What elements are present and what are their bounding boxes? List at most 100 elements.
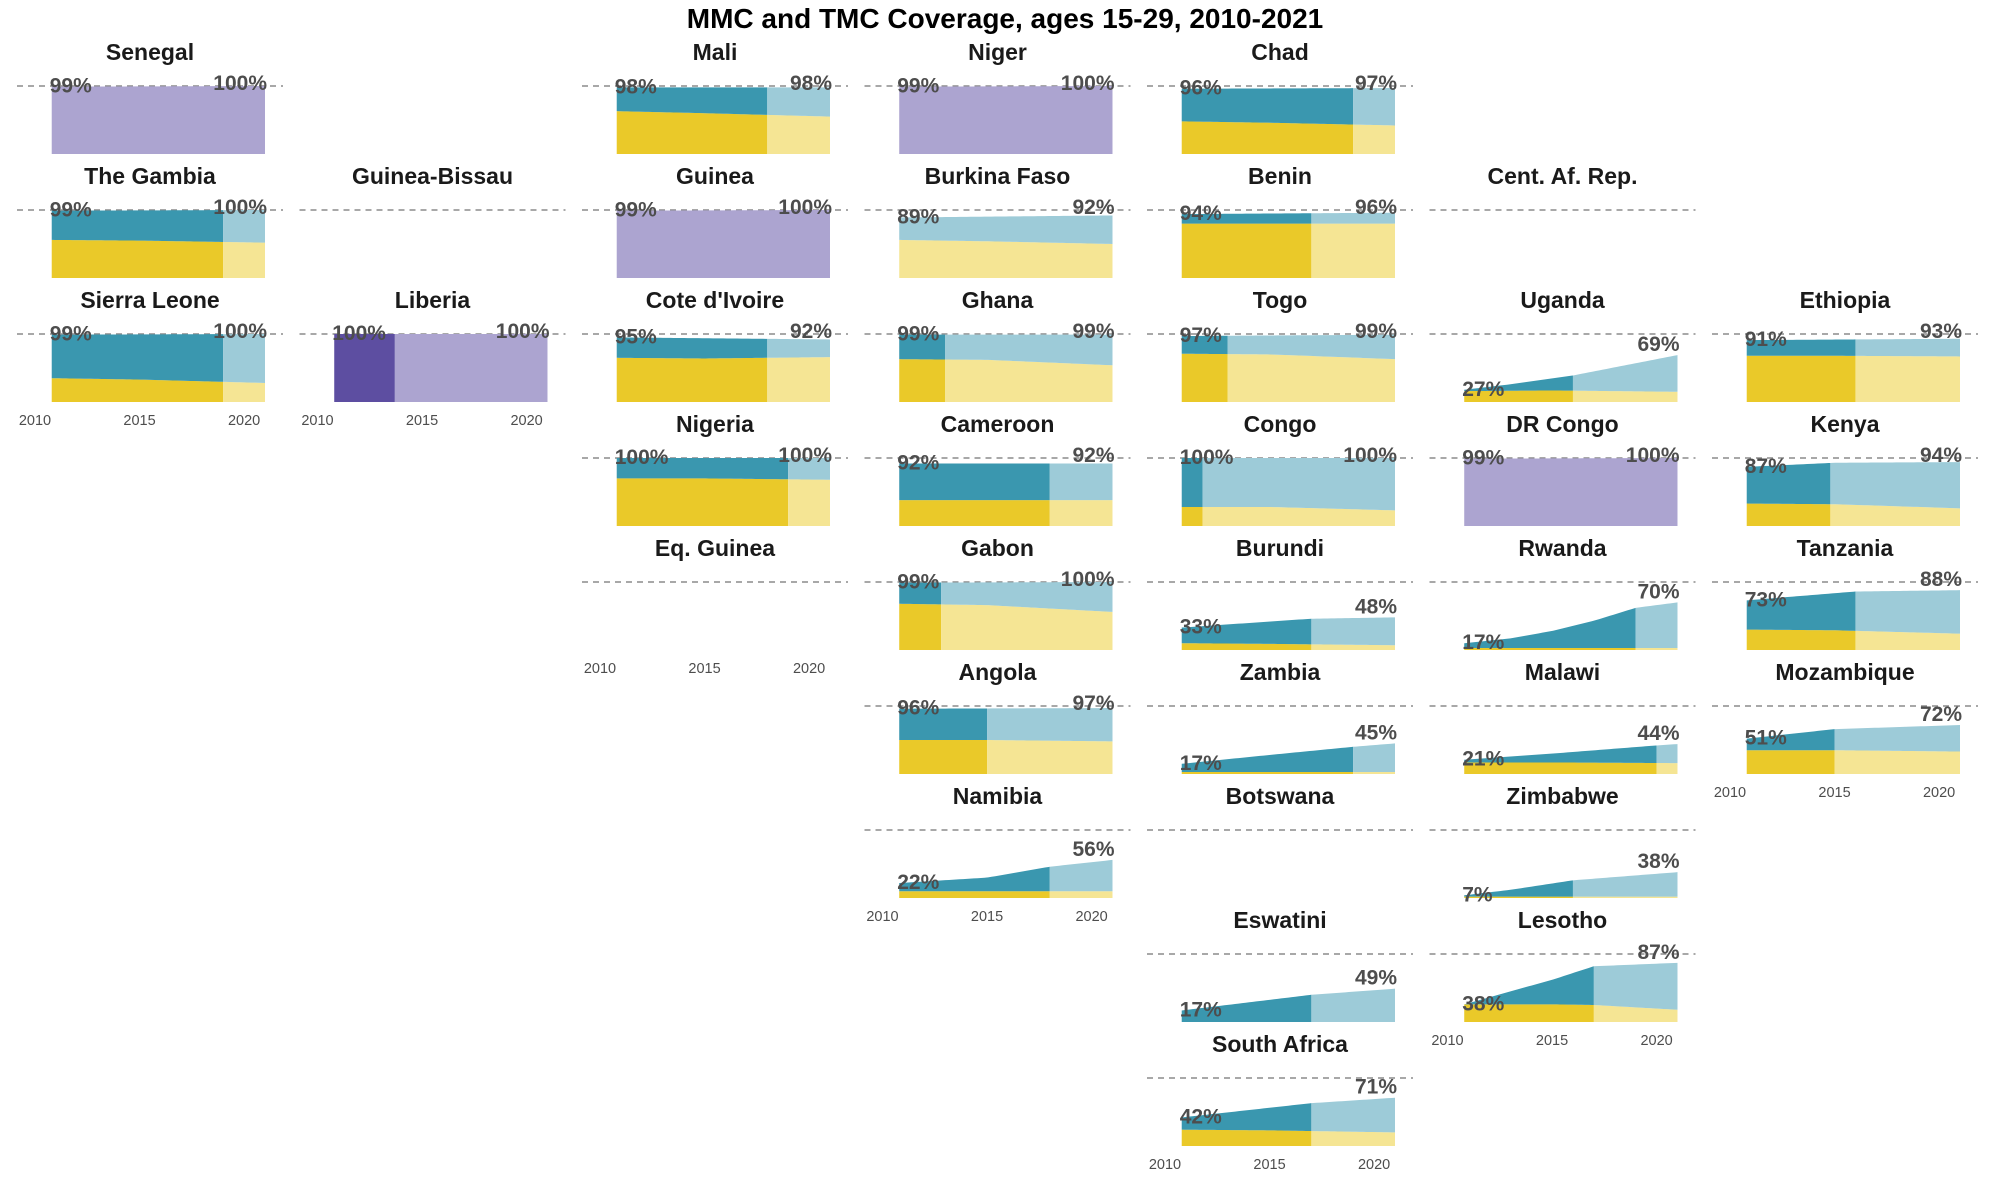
area-tmc-observed xyxy=(1464,896,1573,898)
start-value-label: 100% xyxy=(1180,446,1234,469)
panel-niger: Niger 99% 100% xyxy=(864,39,1131,154)
panel-burundi: Burundi 33% 48% xyxy=(1147,535,1413,650)
panel-title: Guinea xyxy=(676,163,754,189)
end-value-label: 71% xyxy=(1355,1076,1397,1099)
area-mmc-observed xyxy=(1181,746,1354,772)
area-mmc-projected xyxy=(1572,872,1678,897)
start-value-label: 95% xyxy=(615,325,657,348)
panel-malawi: Malawi 21% 44% xyxy=(1429,659,1696,774)
panel-south-africa: South Africa 42% 71% xyxy=(1147,1031,1413,1146)
x-tick-label: 2015 xyxy=(688,661,720,677)
area-tmc-projected xyxy=(223,241,265,278)
area-tmc-observed xyxy=(1181,223,1312,278)
start-value-label: 51% xyxy=(1745,727,1787,750)
panel-gabon: Gabon 99% 100% xyxy=(864,535,1131,650)
area-tmc-projected xyxy=(1656,763,1678,774)
panel-congo: Congo 100% 100% xyxy=(1147,411,1413,526)
panel-title: The Gambia xyxy=(84,163,216,189)
end-value-label: 87% xyxy=(1637,941,1679,964)
area-mmc-observed xyxy=(1746,462,1831,505)
end-value-label: 48% xyxy=(1355,595,1397,618)
area-total-projected xyxy=(394,334,548,402)
panel-tanzania: Tanzania 73% 88% xyxy=(1712,535,1978,650)
panel-title: Malawi xyxy=(1525,659,1600,685)
area-mmc-projected xyxy=(1353,743,1395,772)
area-mmc-observed xyxy=(1746,339,1856,356)
panel-uganda: Uganda 27% 69% xyxy=(1429,287,1696,402)
area-tmc-projected xyxy=(1572,390,1678,402)
area-mmc-projected xyxy=(1656,744,1678,764)
panel-title: Togo xyxy=(1253,287,1308,313)
area-tmc-observed xyxy=(1181,771,1354,774)
area-mmc-observed xyxy=(1746,591,1856,631)
panel-nigeria: Nigeria 100% 100% xyxy=(582,411,848,526)
area-mmc-observed xyxy=(1464,880,1573,897)
panel-rwanda: Rwanda 17% 70% xyxy=(1429,535,1696,654)
area-mmc-observed xyxy=(899,463,1050,501)
area-tmc-projected xyxy=(1311,644,1395,650)
area-mmc-projected xyxy=(1311,212,1395,224)
panel-title: Sierra Leone xyxy=(80,287,219,313)
panel-title: Ethiopia xyxy=(1800,287,1891,313)
x-tick-label: 2020 xyxy=(1358,1157,1390,1173)
x-axis: 2010 2015 2020 xyxy=(19,413,260,429)
area-mmc-projected xyxy=(1830,462,1960,509)
x-tick-label: 2015 xyxy=(1818,785,1850,801)
start-value-label: 27% xyxy=(1462,378,1504,401)
x-axis: 2010 2015 2020 xyxy=(866,909,1107,925)
panel-title: DR Congo xyxy=(1506,411,1618,437)
x-axis: 2010 2015 2020 xyxy=(301,413,542,429)
start-value-label: 99% xyxy=(897,75,939,98)
panel-eq-guinea: Eq. Guinea xyxy=(582,535,848,583)
area-tmc-observed xyxy=(616,478,789,526)
area-mmc-projected xyxy=(945,334,1113,366)
end-value-label: 56% xyxy=(1072,838,1114,861)
end-value-label: 92% xyxy=(790,320,832,343)
x-tick-label: 2020 xyxy=(1640,1033,1672,1049)
end-value-label: 99% xyxy=(1072,320,1114,343)
panel-cote-d-ivoire: Cote d'Ivoire 95% 92% xyxy=(582,287,848,402)
end-value-label: 45% xyxy=(1355,721,1397,744)
panel-title: South Africa xyxy=(1212,1031,1348,1057)
area-tmc-projected xyxy=(1227,354,1395,402)
panel-title: Guinea-Bissau xyxy=(352,163,513,189)
x-tick-label: 2010 xyxy=(301,413,333,429)
x-tick-label: 2010 xyxy=(1431,1033,1463,1049)
area-mmc-observed xyxy=(899,334,946,360)
panel-namibia: Namibia 22% 56% xyxy=(864,783,1131,898)
area-tmc-projected xyxy=(1635,647,1678,650)
area-total-projected xyxy=(1464,458,1678,526)
area-tmc-projected xyxy=(1855,355,1960,402)
panel-eswatini: Eswatini 17% 49% xyxy=(1147,907,1413,1022)
area-tmc-observed xyxy=(1746,355,1856,402)
end-value-label: 99% xyxy=(1355,320,1397,343)
start-value-label: 7% xyxy=(1462,883,1493,906)
area-mmc-observed xyxy=(1181,458,1203,507)
panel-title: Botswana xyxy=(1226,783,1335,809)
panel-title: Niger xyxy=(968,39,1027,65)
start-value-label: 17% xyxy=(1180,752,1222,775)
area-mmc-observed xyxy=(1181,88,1354,125)
end-value-label: 100% xyxy=(213,196,267,219)
area-tmc-projected xyxy=(1830,504,1960,526)
x-tick-label: 2010 xyxy=(1714,785,1746,801)
panel-guinea-bissau: Guinea-Bissau xyxy=(299,163,566,211)
area-mmc-observed xyxy=(1464,966,1594,1005)
area-tmc-projected xyxy=(941,604,1113,650)
panel-benin: Benin 94% 96% xyxy=(1147,163,1413,278)
end-value-label: 100% xyxy=(1061,72,1115,95)
start-value-label: 21% xyxy=(1462,748,1504,771)
area-mmc-observed xyxy=(1181,335,1228,355)
x-tick-label: 2020 xyxy=(228,413,260,429)
area-tmc-observed xyxy=(1181,1129,1312,1146)
x-tick-label: 2015 xyxy=(123,413,155,429)
panel-mozambique: Mozambique 51% 72% xyxy=(1712,659,1978,774)
area-tmc-projected xyxy=(1202,506,1395,526)
chart-title: MMC and TMC Coverage, ages 15-29, 2010-2… xyxy=(687,3,1323,34)
area-mmc-observed xyxy=(616,458,789,480)
x-axis: 2010 2015 2020 xyxy=(584,661,825,677)
start-value-label: 38% xyxy=(1462,992,1504,1015)
panel-togo: Togo 97% 99% xyxy=(1147,287,1413,402)
panel-sierra-leone: Sierra Leone 99% 100% xyxy=(17,287,283,402)
area-mmc-projected xyxy=(1593,962,1678,1010)
